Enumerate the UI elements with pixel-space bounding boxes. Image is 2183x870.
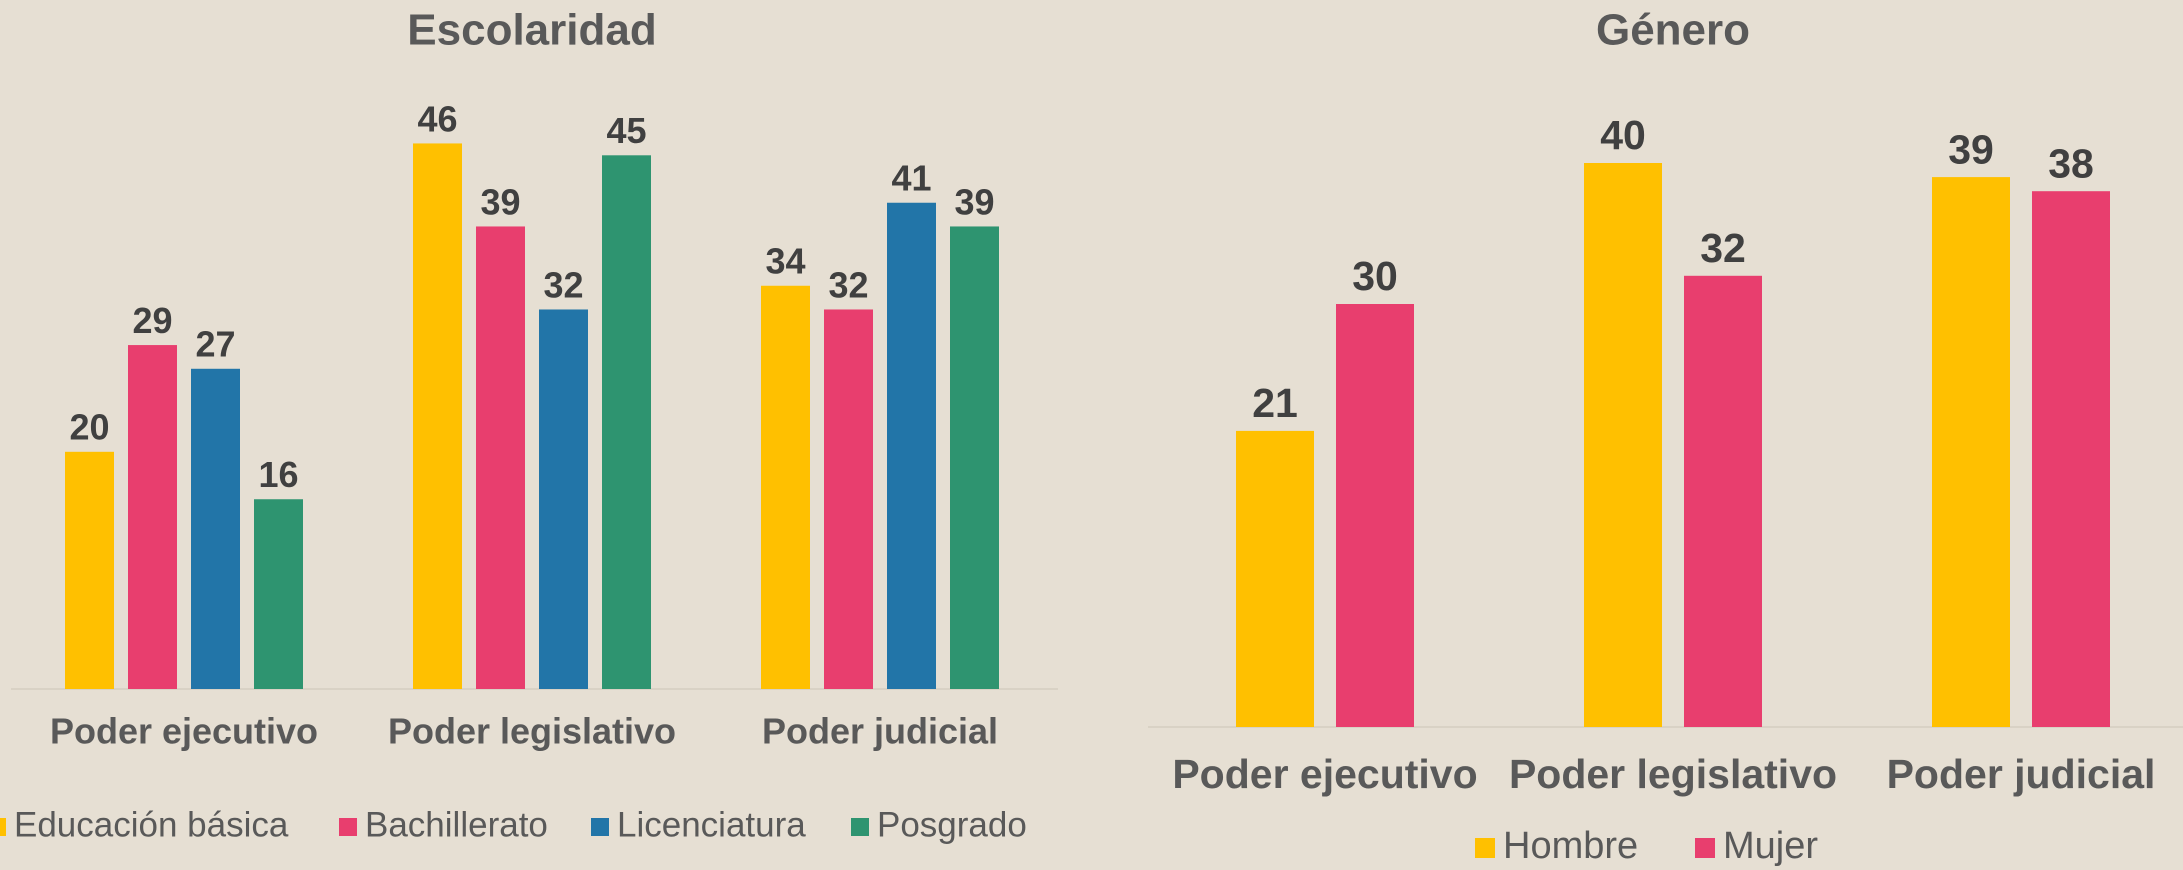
legend-label: Bachillerato xyxy=(365,805,548,844)
bar xyxy=(476,226,525,689)
legend-label: Posgrado xyxy=(877,805,1027,844)
legend-label: Educación básica xyxy=(14,805,289,844)
data-label: 38 xyxy=(2048,140,2094,186)
bar xyxy=(887,202,936,690)
data-label: 39 xyxy=(480,181,520,222)
bar xyxy=(191,368,240,689)
data-label: 29 xyxy=(132,300,172,341)
data-label: 41 xyxy=(891,158,931,199)
data-label: 16 xyxy=(258,454,298,495)
data-label: 20 xyxy=(69,407,109,448)
bar xyxy=(1684,275,1762,727)
data-label: 39 xyxy=(954,181,994,222)
data-label: 21 xyxy=(1252,380,1298,426)
bar xyxy=(254,499,303,689)
chart-title: Escolaridad xyxy=(407,6,656,55)
data-label: 27 xyxy=(195,324,235,365)
bar xyxy=(824,309,873,689)
data-label: 30 xyxy=(1352,253,1398,299)
data-label: 32 xyxy=(543,264,583,305)
legend-label: Hombre xyxy=(1503,825,1638,867)
bar xyxy=(2032,191,2110,727)
data-label: 32 xyxy=(828,264,868,305)
data-label: 46 xyxy=(417,98,457,139)
legend-label: Licenciatura xyxy=(617,805,806,844)
bar xyxy=(950,226,999,689)
legend-label: Mujer xyxy=(1723,825,1818,867)
legend-swatch xyxy=(591,818,609,836)
legend-swatch xyxy=(339,818,357,836)
bar xyxy=(539,309,588,689)
legend-swatch xyxy=(1475,838,1495,858)
data-label: 39 xyxy=(1948,126,1994,172)
bar xyxy=(1932,177,2010,728)
bar xyxy=(65,451,114,689)
bar xyxy=(128,345,177,689)
data-label: 40 xyxy=(1600,112,1646,158)
x-tick-label: Poder judicial xyxy=(1887,751,2156,797)
bar xyxy=(1336,304,1414,727)
bar xyxy=(1584,163,1662,727)
bar xyxy=(1236,430,1314,727)
x-tick-label: Poder ejecutivo xyxy=(50,711,318,752)
data-label: 34 xyxy=(765,241,805,282)
x-tick-label: Poder ejecutivo xyxy=(1172,751,1477,797)
x-tick-label: Poder legislativo xyxy=(388,711,676,752)
bar xyxy=(413,143,462,689)
x-tick-label: Poder judicial xyxy=(762,711,998,752)
chart-title: Género xyxy=(1596,6,1750,55)
x-tick-label: Poder legislativo xyxy=(1509,751,1837,797)
data-label: 45 xyxy=(606,110,646,151)
data-label: 32 xyxy=(1700,225,1746,271)
bar xyxy=(602,155,651,690)
bar xyxy=(761,285,810,689)
legend-swatch xyxy=(0,818,6,836)
legend-swatch xyxy=(1695,838,1715,858)
legend-swatch xyxy=(851,818,869,836)
